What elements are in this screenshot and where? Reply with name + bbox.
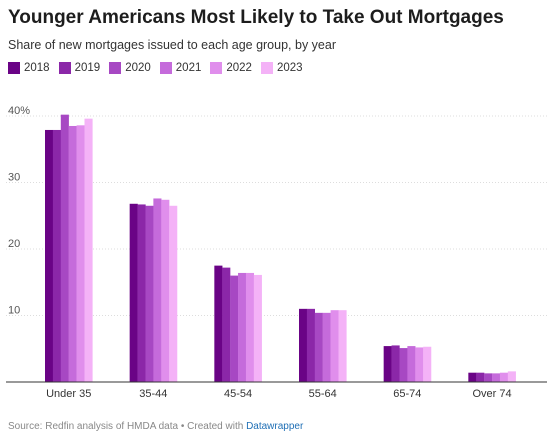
chart-subtitle: Share of new mortgages issued to each ag… bbox=[8, 38, 336, 52]
legend-label: 2019 bbox=[74, 62, 101, 74]
legend-label: 2018 bbox=[24, 62, 50, 74]
y-tick-label: 10 bbox=[8, 305, 20, 317]
legend-label: 2023 bbox=[276, 62, 303, 74]
source-note: Source: Redfin analysis of HMDA data • C… bbox=[8, 421, 303, 432]
chart-title: Younger Americans Most Likely to Take Ou… bbox=[8, 7, 504, 28]
bar bbox=[330, 310, 339, 382]
bar bbox=[238, 272, 247, 382]
bar bbox=[68, 125, 77, 382]
legend-item: 2021 bbox=[159, 62, 202, 74]
bar bbox=[399, 348, 408, 382]
legend-item: 2019 bbox=[58, 62, 101, 74]
legend-swatch bbox=[159, 62, 172, 74]
bar bbox=[145, 205, 154, 382]
bar bbox=[499, 372, 509, 382]
bar bbox=[84, 118, 93, 382]
bar bbox=[214, 265, 223, 382]
bar bbox=[129, 203, 138, 382]
bar bbox=[314, 312, 323, 382]
bar bbox=[383, 346, 392, 382]
bar bbox=[338, 310, 347, 382]
bar bbox=[230, 275, 239, 382]
legend-swatch bbox=[8, 62, 20, 74]
bar bbox=[137, 204, 146, 382]
legend-label: 2021 bbox=[175, 62, 202, 74]
legend-swatch bbox=[210, 62, 223, 74]
legend-item: 2023 bbox=[260, 62, 303, 74]
legend-item: 2022 bbox=[210, 62, 252, 74]
legend-label: 2020 bbox=[125, 62, 151, 74]
bar bbox=[415, 347, 424, 382]
bar bbox=[76, 125, 85, 382]
bar bbox=[253, 274, 262, 382]
x-tick-label: 35-44 bbox=[139, 388, 167, 400]
legend-label: 2022 bbox=[226, 62, 252, 74]
bar bbox=[407, 346, 416, 382]
x-tick-label: Under 35 bbox=[46, 388, 91, 400]
legend-swatch bbox=[260, 62, 273, 74]
y-tick-label: 30 bbox=[8, 172, 20, 184]
bar bbox=[476, 372, 485, 382]
bar bbox=[391, 345, 400, 382]
x-tick-label: Over 74 bbox=[472, 388, 511, 400]
bar bbox=[507, 371, 516, 382]
x-tick-label: 45-54 bbox=[224, 388, 252, 400]
bar bbox=[484, 373, 493, 382]
bar bbox=[306, 308, 315, 382]
x-tick-label: 65-74 bbox=[393, 388, 421, 400]
bar bbox=[423, 346, 432, 382]
bar bbox=[322, 312, 331, 382]
bar bbox=[45, 129, 54, 382]
bar bbox=[52, 129, 61, 382]
bar bbox=[468, 372, 477, 382]
x-tick-label: 55-64 bbox=[309, 388, 337, 400]
bar bbox=[161, 199, 170, 382]
bar bbox=[60, 114, 69, 383]
legend-item: 2020 bbox=[109, 62, 151, 74]
bar bbox=[492, 373, 501, 382]
bar bbox=[245, 272, 255, 382]
y-tick-label: 40% bbox=[8, 105, 30, 117]
bar bbox=[169, 205, 178, 382]
y-tick-label: 20 bbox=[8, 238, 20, 250]
legend-item: 2018 bbox=[8, 62, 50, 74]
legend: 2018 2019 2020 2021 2022 2023 bbox=[8, 62, 312, 74]
bar bbox=[299, 308, 308, 382]
bar bbox=[222, 267, 231, 382]
datawrapper-link[interactable]: Datawrapper bbox=[246, 421, 304, 432]
source-text: Source: Redfin analysis of HMDA data • C… bbox=[8, 421, 244, 432]
legend-swatch bbox=[58, 62, 71, 74]
bar bbox=[153, 198, 162, 382]
legend-swatch bbox=[109, 62, 122, 74]
